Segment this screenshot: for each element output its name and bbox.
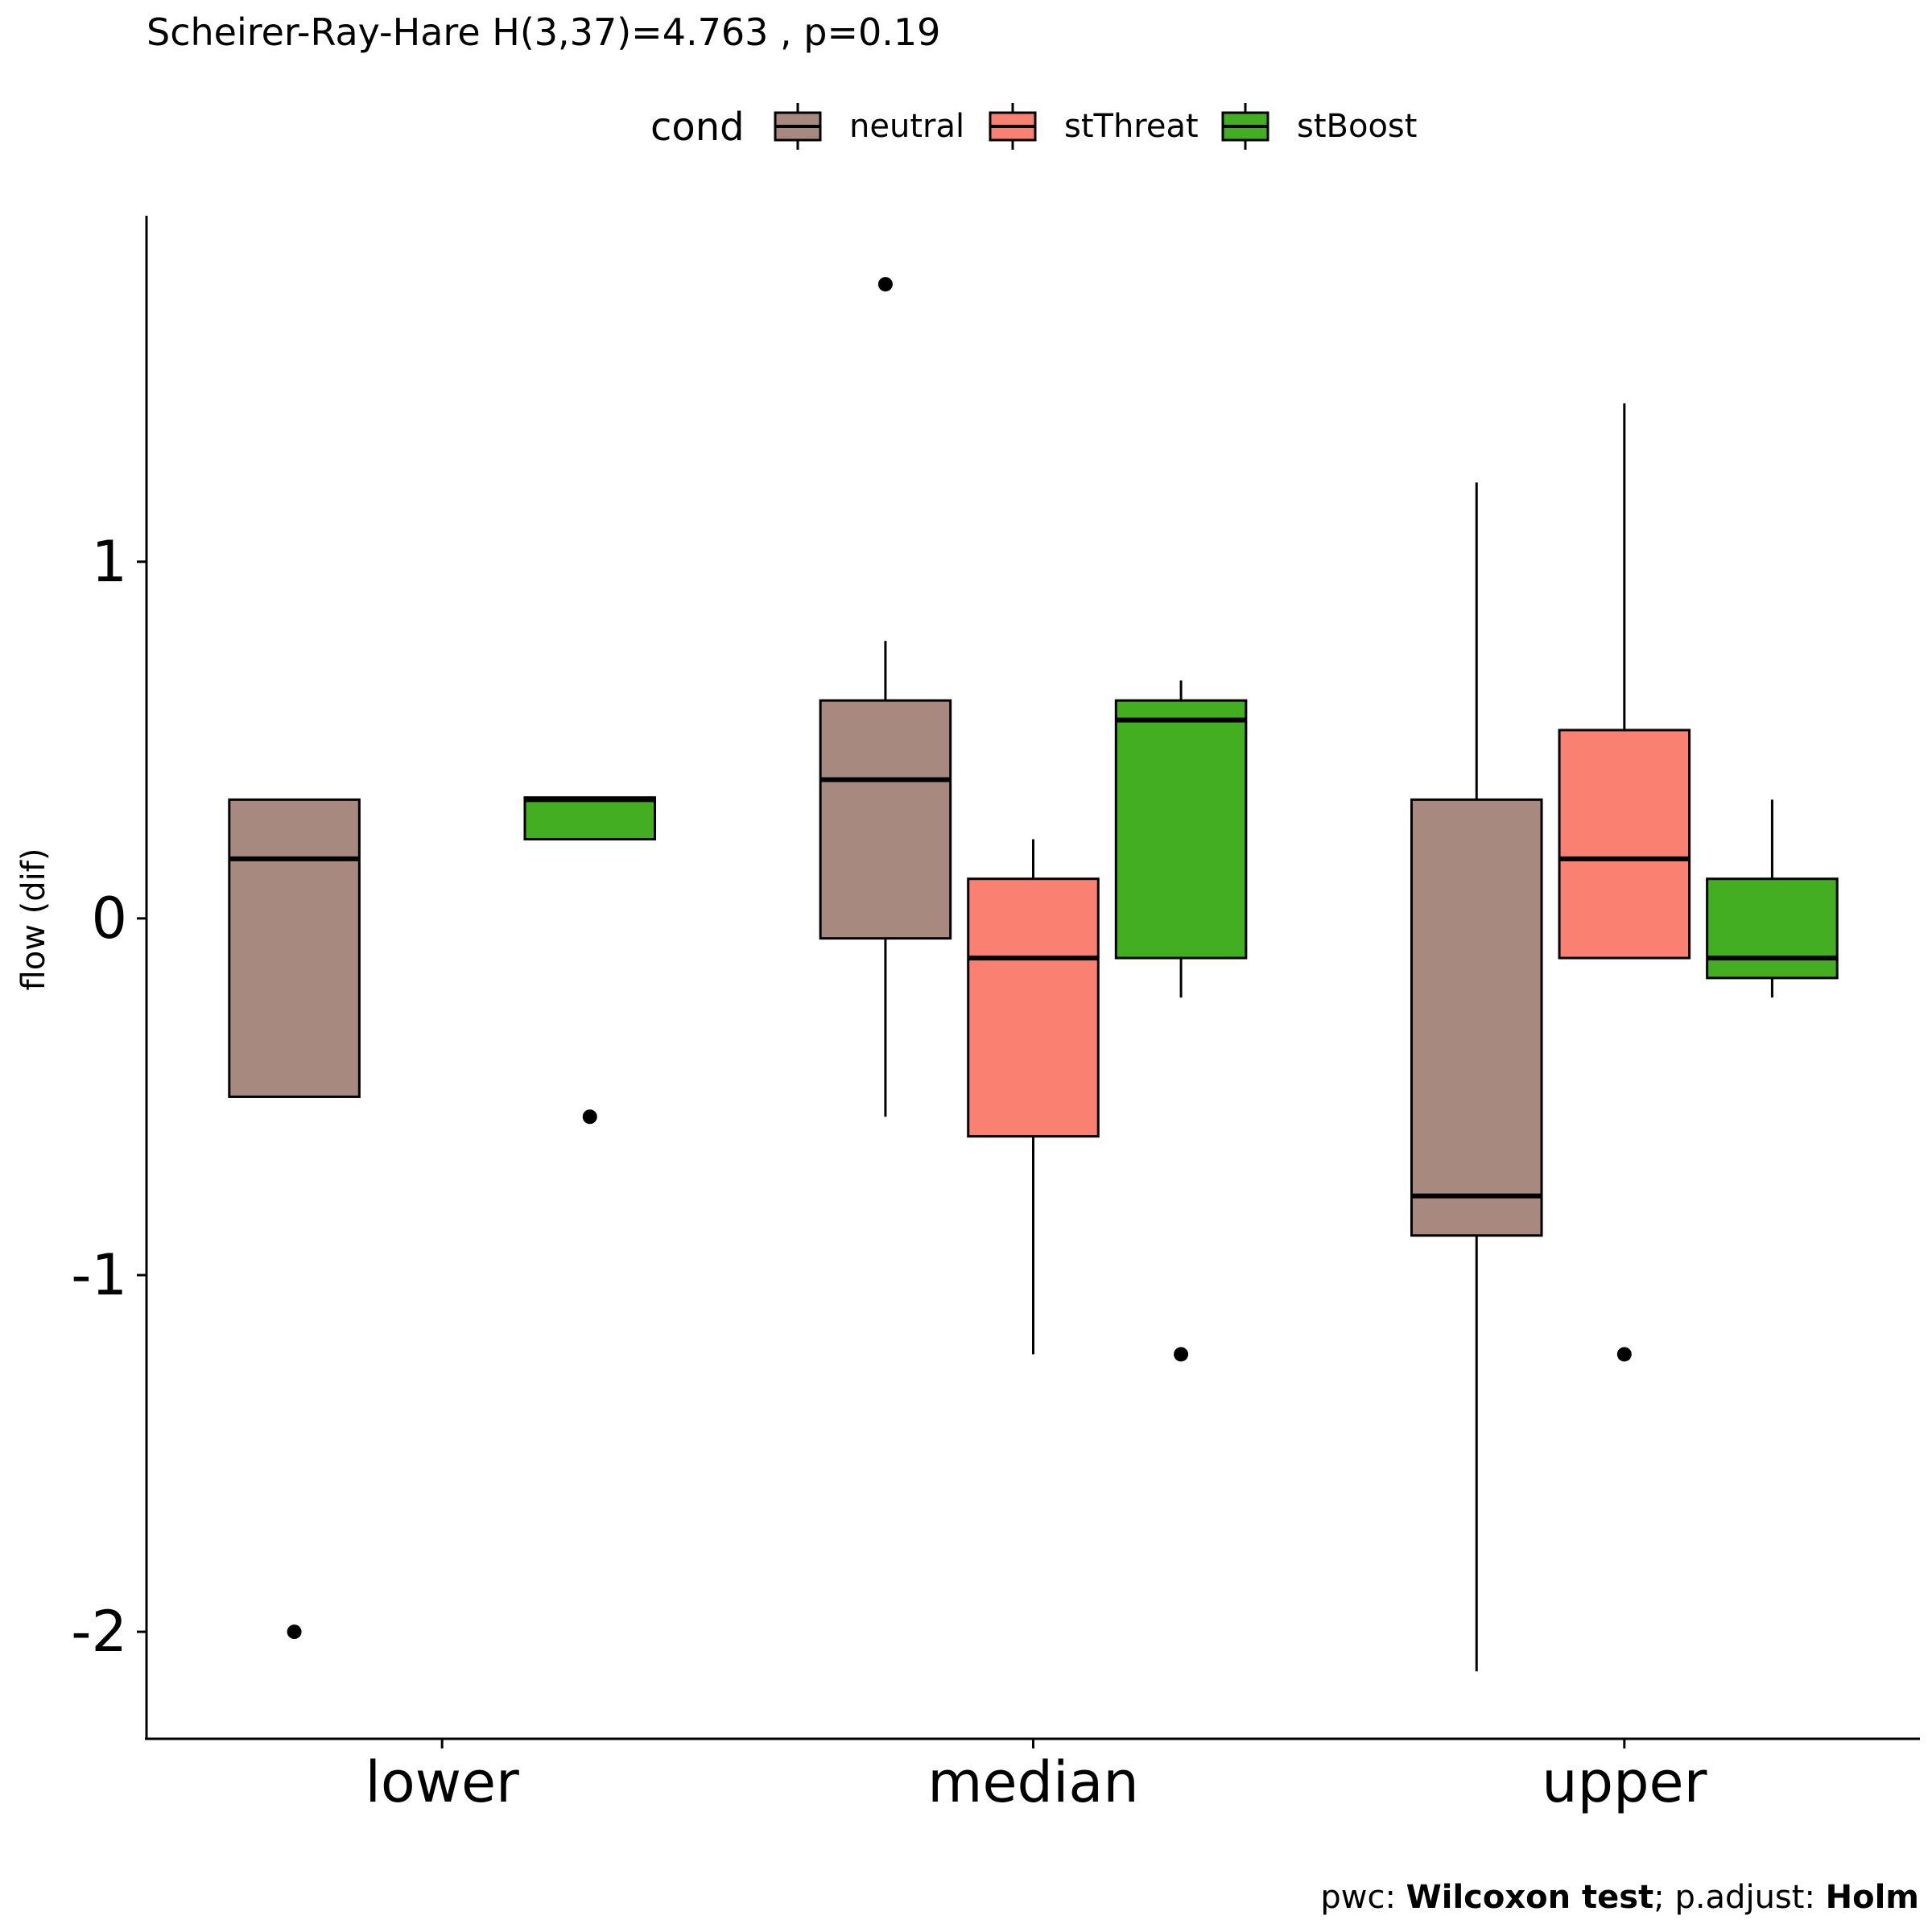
outlier-point: [1174, 1347, 1189, 1362]
caption-mid: ; p.adjust:: [1653, 1879, 1825, 1916]
outlier-point: [1616, 1347, 1632, 1362]
chart-title: Scheirer-Ray-Hare H(3,37)=4.763 , p=0.19: [147, 10, 940, 54]
y-ticks: -2 -1 0 1: [71, 529, 147, 1665]
series-stThreat: [967, 403, 1691, 1362]
box-stBoost-median: [1114, 680, 1248, 1362]
legend-title: cond: [650, 105, 745, 150]
series-neutral: [228, 277, 1543, 1672]
legend-item-stBoost: stBoost: [1221, 103, 1417, 150]
legend-label: stThreat: [1064, 108, 1199, 145]
box-iqr: [967, 877, 1100, 1138]
box-neutral-upper: [1410, 482, 1543, 1672]
plot-marks: [228, 277, 1839, 1672]
box-iqr: [1410, 798, 1543, 1237]
legend-label: stBoost: [1297, 108, 1417, 145]
legend-item-stThreat: stThreat: [989, 103, 1199, 150]
box-neutral-lower: [228, 798, 361, 1640]
outlier-point: [877, 277, 893, 292]
box-stThreat-median: [967, 839, 1100, 1355]
y-tick-label: 1: [91, 529, 127, 595]
box-iqr: [228, 798, 361, 1098]
box-stBoost-upper: [1706, 799, 1839, 998]
box-iqr: [523, 796, 657, 841]
caption-method: Holm: [1826, 1879, 1919, 1916]
box-iqr: [1558, 729, 1691, 960]
legend-item-neutral: neutral: [774, 103, 964, 150]
x-tick-label: upper: [1542, 1749, 1707, 1815]
legend-items: neutral stThreat stBoost: [774, 103, 1417, 150]
box-stBoost-lower: [523, 796, 657, 1125]
legend-label: neutral: [849, 108, 964, 145]
y-tick-label: 0: [91, 886, 127, 952]
caption-prefix: pwc:: [1320, 1879, 1406, 1916]
y-tick-label: -1: [71, 1242, 127, 1308]
caption-test: Wilcoxon test: [1406, 1879, 1654, 1916]
outlier-point: [582, 1109, 597, 1125]
x-tick-label: median: [927, 1749, 1138, 1815]
box-iqr: [1114, 699, 1248, 960]
legend: cond neutral stThreat stBoost: [650, 103, 1417, 150]
y-axis-label: flow (dif): [15, 848, 52, 991]
x-tick-label: lower: [365, 1749, 519, 1815]
series-stBoost: [523, 680, 1839, 1362]
y-tick-label: -2: [71, 1599, 127, 1665]
outlier-point: [287, 1624, 302, 1640]
box-iqr: [1706, 877, 1839, 980]
box-neutral-median: [819, 277, 952, 1117]
caption: pwc: Wilcoxon test; p.adjust: Holm: [1320, 1879, 1919, 1916]
box-iqr: [819, 699, 952, 940]
box-stThreat-upper: [1558, 403, 1691, 1362]
x-ticks: lower median upper: [365, 1739, 1707, 1815]
